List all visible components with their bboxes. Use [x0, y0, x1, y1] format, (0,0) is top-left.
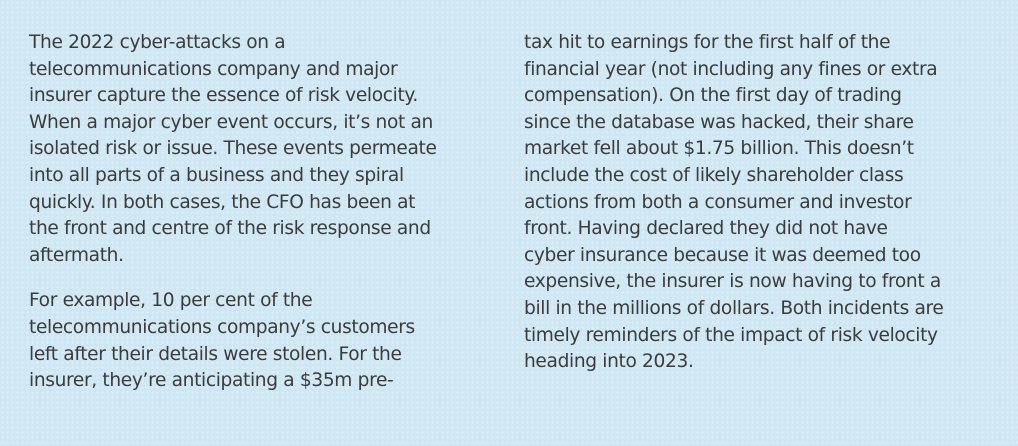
text-line: expensive, the insurer is now having to … — [524, 271, 941, 293]
text-line: compensation). On the first day of tradi… — [524, 85, 902, 107]
text-line: include the cost of likely shareholder c… — [524, 164, 904, 186]
text-line: bill in the millions of dollars. Both in… — [524, 297, 944, 319]
text-line: telecommunications company’s customers — [29, 316, 415, 338]
text-line: aftermath. — [29, 244, 124, 266]
text-line: financial year (not including any fines … — [524, 58, 938, 80]
right-column: tax hit to earnings for the first half o… — [524, 30, 994, 376]
text-line: insurer, they’re anticipating a $35m pre… — [29, 370, 394, 392]
text-line: front. Having declared they did not have — [524, 218, 888, 240]
text-line: The 2022 cyber-attacks on a — [29, 32, 286, 53]
text-line: heading into 2023. — [524, 351, 694, 373]
text-line: tax hit to earnings for the first half o… — [524, 32, 891, 53]
left-column: The 2022 cyber-attacks on a telecommunic… — [29, 30, 469, 395]
text-line: cyber insurance because it was deemed to… — [524, 244, 921, 266]
text-line: quickly. In both cases, the CFO has been… — [29, 191, 416, 213]
text-line: timely reminders of the impact of risk v… — [524, 324, 938, 346]
text-line: For example, 10 per cent of the — [29, 290, 313, 312]
text-line: since the database was hacked, their sha… — [524, 111, 914, 133]
text-line: actions from both a consumer and investo… — [524, 191, 912, 213]
text-line: telecommunications company and major — [29, 58, 398, 80]
text-line: isolated risk or issue. These events per… — [29, 138, 437, 160]
text-line: When a major cyber event occurs, it’s no… — [29, 111, 433, 133]
text-line: the front and centre of the risk respons… — [29, 218, 431, 240]
text-line: left after their details were stolen. Fo… — [29, 343, 402, 365]
paragraph-example-continued: tax hit to earnings for the first half o… — [524, 30, 994, 376]
text-line: insurer capture the essence of risk velo… — [29, 85, 418, 107]
paragraph-spacer — [29, 269, 469, 288]
text-line: into all parts of a business and they sp… — [29, 164, 404, 186]
text-line: market fell about $1.75 billion. This do… — [524, 138, 914, 160]
paragraph-example: For example, 10 per cent of the telecomm… — [29, 288, 469, 394]
paragraph-cyber-attacks: The 2022 cyber-attacks on a telecommunic… — [29, 30, 469, 269]
